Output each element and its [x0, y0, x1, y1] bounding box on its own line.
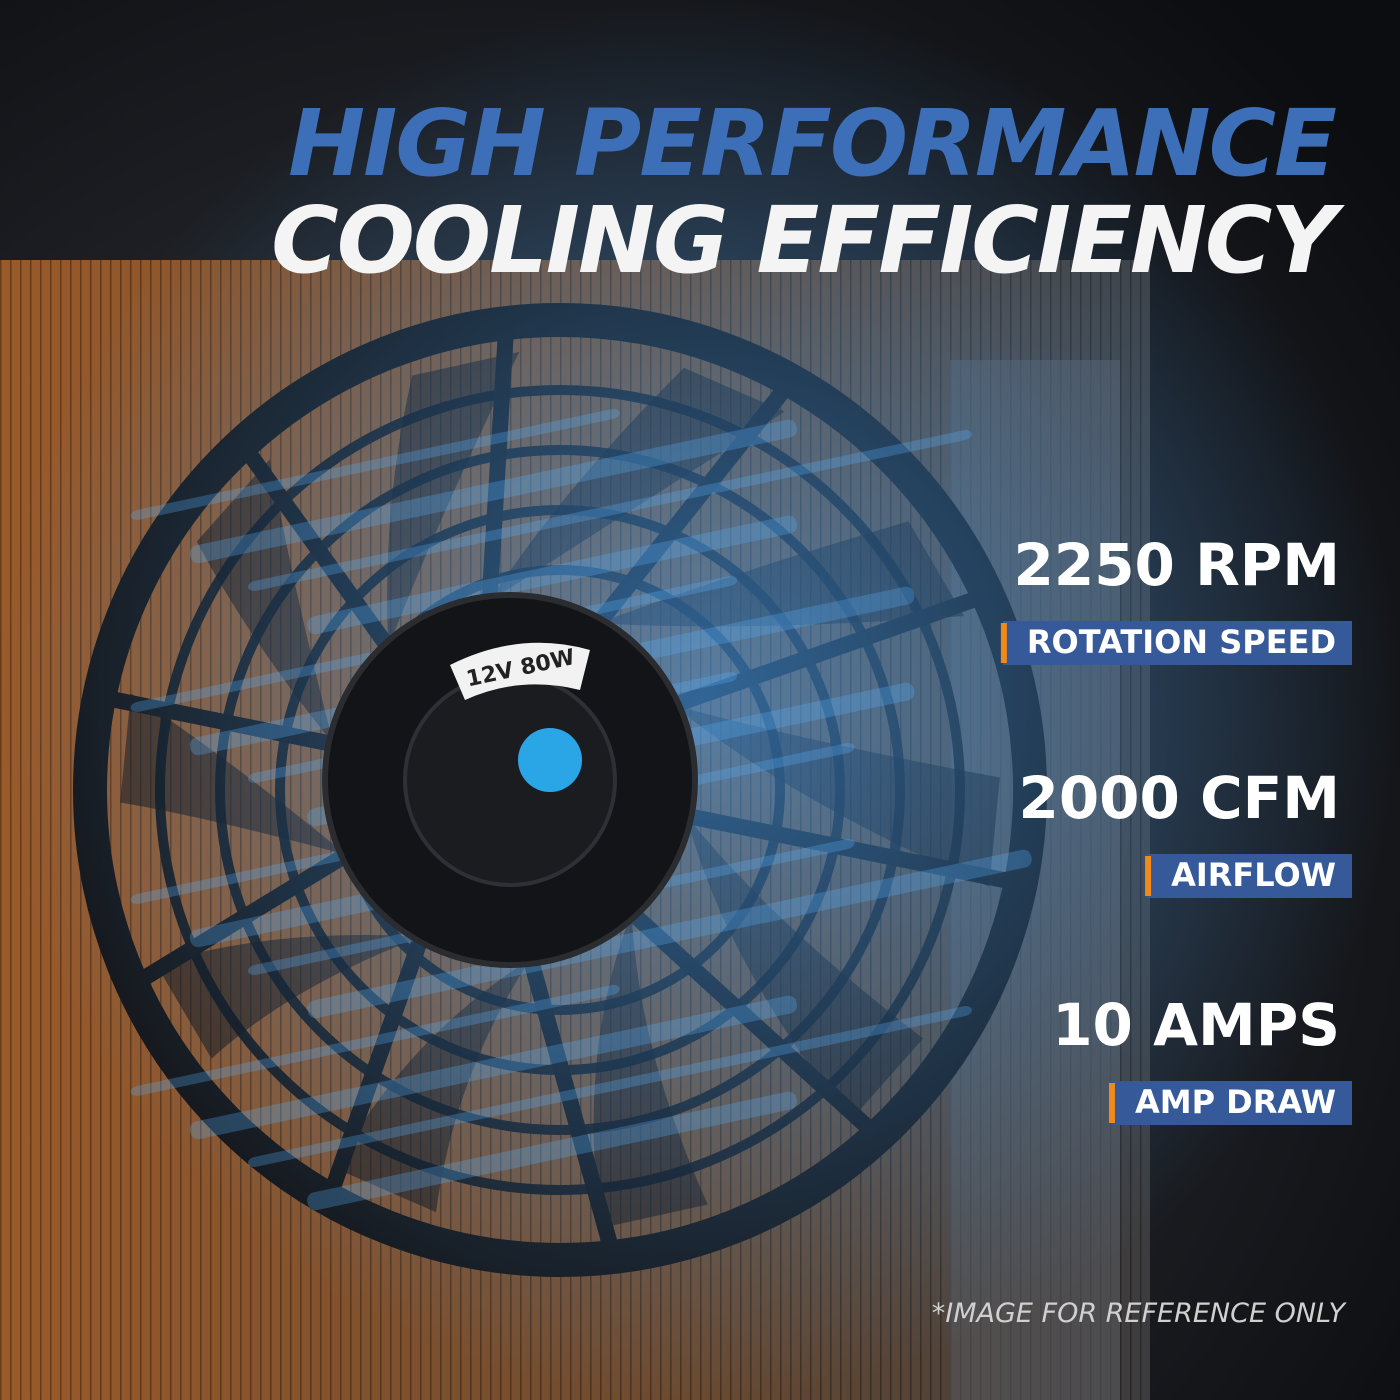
- streak: [247, 430, 972, 591]
- spec-label: AMP DRAW: [1135, 1083, 1336, 1121]
- spec-label-box: [1002, 621, 1352, 665]
- spec-label: AIRFLOW: [1171, 856, 1336, 894]
- streak: [307, 1091, 798, 1211]
- streak: [130, 984, 620, 1096]
- spec-accent: [1108, 1083, 1115, 1123]
- disclaimer: *IMAGE FOR REFERENCE ONLY: [932, 1298, 1348, 1329]
- spec-label-box: [1110, 1081, 1352, 1125]
- fan-label-sticker: [450, 642, 590, 700]
- streak: [247, 1006, 972, 1167]
- spec-accent: [1145, 856, 1152, 896]
- motor-button: [518, 728, 582, 792]
- title-line2: COOLING EFFICIENCY: [271, 187, 1345, 294]
- streak: [189, 419, 798, 564]
- streak: [307, 849, 1032, 1019]
- streak: [307, 515, 798, 635]
- specs: 2250 RPM ROTATION SPEED 2000 CFM AIRFLOW 10 …: [1000, 531, 1352, 1125]
- spec-value: 10 AMPS: [1052, 991, 1340, 1059]
- spec-value: 2250 RPM: [1013, 531, 1340, 599]
- title-line1: HIGH PERFORMANCE: [288, 90, 1336, 197]
- streak: [189, 995, 798, 1140]
- streak: [130, 408, 620, 520]
- motor-cap: [403, 673, 617, 887]
- spec-label-box: [1147, 854, 1352, 898]
- spec-accent: [1000, 623, 1007, 663]
- spec-label: ROTATION SPEED: [1027, 623, 1336, 661]
- spec-value: 2000 CFM: [1018, 764, 1340, 832]
